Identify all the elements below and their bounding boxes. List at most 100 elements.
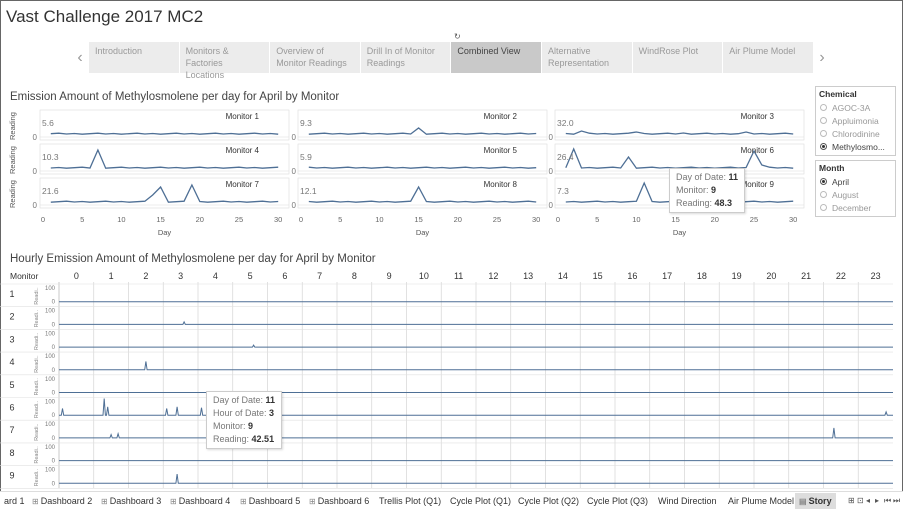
month-option[interactable]: December — [816, 201, 895, 214]
daily-panel[interactable]: Monitor 5 5.90 — [292, 143, 548, 176]
max-value-label: 5.6 — [42, 118, 54, 128]
daily-series-line[interactable] — [308, 166, 537, 169]
month-legend: Month April August December — [815, 160, 896, 217]
radio-icon[interactable] — [820, 143, 827, 150]
sheet-tab[interactable]: Air Plume Model — [724, 493, 798, 509]
tab-nav-icon[interactable]: ⊡ — [857, 496, 864, 505]
sheet-tab[interactable]: ⊞ Dashboard 5 — [236, 493, 304, 509]
story-point[interactable]: WindRose Plot — [632, 42, 723, 73]
daily-series-line[interactable] — [50, 132, 279, 135]
hourly-row[interactable]: 2 Readi.. 100 0 — [0, 306, 893, 329]
daily-panel[interactable]: Monitor 3 32.00 — [549, 109, 805, 142]
tab-nav-icon[interactable]: ⊞ — [848, 496, 855, 505]
reading-axis-label: Readi.. — [34, 423, 40, 441]
story-point[interactable]: Introduction — [89, 42, 179, 73]
chemical-option[interactable]: AGOC-3A — [816, 101, 895, 114]
radio-icon[interactable] — [820, 130, 827, 137]
story-point[interactable]: Overview of Monitor Readings — [270, 42, 360, 73]
y-tick-zero: 0 — [52, 345, 56, 351]
sheet-tab[interactable]: Trellis Plot (Q1) — [375, 493, 445, 509]
hourly-row[interactable]: 7 Readi.. 100 0 — [0, 419, 893, 442]
hourly-trellis-chart: Monitor 0 1 2 3 4 5 6 7 8 9 10 11 12 13 14 15 16 17 18 19 20 2… — [0, 271, 893, 489]
story-next-button[interactable]: › — [819, 49, 825, 66]
daily-series-line[interactable] — [565, 130, 794, 135]
month-option[interactable]: April — [816, 175, 895, 188]
month-option-label: August — [832, 189, 859, 200]
x-axis-label: Day — [673, 228, 687, 237]
x-tick-label: 15 — [414, 215, 422, 224]
story-point[interactable]: Combined View — [451, 42, 541, 73]
y-tick-100: 100 — [45, 354, 56, 360]
daily-series-line[interactable] — [565, 147, 794, 169]
sheet-tab[interactable]: Wind Direction — [654, 493, 721, 509]
hourly-row[interactable]: 8 Readi.. 100 0 — [0, 442, 893, 465]
daily-series-line[interactable] — [50, 148, 279, 169]
monitor-row-label: 1 — [9, 289, 14, 299]
tab-nav-icon[interactable]: ⏭ — [893, 496, 901, 505]
daily-panel[interactable]: Monitor 2 9.30 — [292, 109, 548, 142]
hourly-row[interactable]: 3 Readi.. 100 0 — [0, 329, 893, 351]
daily-panel[interactable]: Monitor 1 5.6 0 Reading — [8, 109, 290, 142]
sheet-tab[interactable]: Cycle Plot (Q3) — [583, 493, 652, 509]
x-tick-label: 10 — [117, 215, 125, 224]
refresh-icon[interactable]: ↻ — [454, 32, 461, 41]
dashboard-tab-icon: ⊞ — [240, 497, 247, 506]
tab-nav-icon[interactable]: ▸ — [875, 496, 880, 505]
daily-series-line[interactable] — [50, 183, 279, 203]
hourly-series-line[interactable] — [59, 427, 893, 439]
radio-icon[interactable] — [820, 191, 827, 198]
sheet-tab[interactable]: Cycle Plot (Q2) — [514, 493, 583, 509]
radio-icon[interactable] — [820, 204, 827, 211]
sheet-tab-label: Dashboard 3 — [109, 496, 162, 506]
hourly-series-line[interactable] — [59, 474, 893, 484]
chemical-option-label: Chlorodinine — [832, 128, 880, 139]
hourly-row[interactable]: 1 Readi.. 100 0 — [0, 283, 893, 306]
daily-panel[interactable]: Monitor 4 10.3 0 Reading — [8, 143, 290, 176]
story-point[interactable]: Monitors & Factories Locations — [179, 42, 270, 80]
daily-panel[interactable]: Monitor 7 21.6 0 Reading — [8, 177, 290, 210]
max-value-label: 12.1 — [300, 186, 317, 196]
radio-icon[interactable] — [820, 117, 827, 124]
radio-icon[interactable] — [820, 178, 827, 185]
daily-series-line[interactable] — [308, 127, 537, 135]
hourly-row[interactable]: 6 Readi.. 100 0 — [0, 397, 893, 420]
daily-panel[interactable]: Monitor 8 12.10 — [292, 177, 548, 210]
x-tick-label: 30 — [274, 215, 282, 224]
sheet-tab[interactable]: ⊞ Dashboard 3 — [97, 493, 165, 509]
story-point[interactable]: Alternative Representation — [542, 42, 632, 73]
monitor-panel-label: Monitor 2 — [484, 112, 518, 121]
story-prev-button[interactable]: ‹ — [77, 49, 83, 66]
hourly-series-line[interactable] — [59, 344, 893, 348]
hourly-series-line[interactable] — [59, 320, 893, 325]
chemical-option[interactable]: Methylosmo... — [816, 140, 895, 153]
tooltip-monitor-value: 9 — [248, 421, 254, 431]
story-point[interactable]: Drill In of Monitor Readings — [360, 42, 451, 73]
x-tick-label: 0 — [556, 215, 560, 224]
hourly-row[interactable]: 5 Readi.. 100 0 — [0, 374, 893, 397]
hourly-row[interactable]: 9 Readi.. 100 0 — [0, 465, 893, 488]
chemical-option[interactable]: Appluimonia — [816, 114, 895, 127]
hourly-series-line[interactable] — [59, 398, 893, 416]
radio-icon[interactable] — [820, 104, 827, 111]
month-option[interactable]: August — [816, 188, 895, 201]
sheet-tab[interactable]: ⊞ Dashboard 4 — [166, 493, 234, 509]
y-tick-zero: 0 — [549, 133, 554, 142]
hour-column-label: 5 — [248, 271, 253, 281]
sheet-tab[interactable]: ▤ Story — [795, 493, 836, 509]
hourly-row[interactable]: 4 Readi.. 100 0 — [0, 351, 893, 374]
daily-series-line[interactable] — [308, 185, 537, 203]
reading-axis-label: Readi.. — [34, 400, 40, 418]
story-point[interactable]: Air Plume Model — [723, 42, 813, 73]
sheet-tab-label: ard 1 — [4, 496, 25, 506]
hour-column-label: 1 — [109, 271, 114, 281]
monitor-row-label: 3 — [9, 334, 14, 344]
tab-nav-icon[interactable]: ⏮ — [884, 496, 892, 505]
chemical-option[interactable]: Chlorodinine — [816, 127, 895, 140]
tab-nav-icon[interactable]: ◂ — [866, 496, 871, 505]
sheet-tab[interactable]: ⊞ Dashboard 6 — [305, 493, 373, 509]
sheet-tab[interactable]: Cycle Plot (Q1) — [446, 493, 515, 509]
sheet-tab[interactable]: ard 1 — [0, 493, 29, 509]
sheet-tab[interactable]: ⊞ Dashboard 2 — [28, 493, 96, 509]
hourly-series-line[interactable] — [59, 361, 893, 371]
